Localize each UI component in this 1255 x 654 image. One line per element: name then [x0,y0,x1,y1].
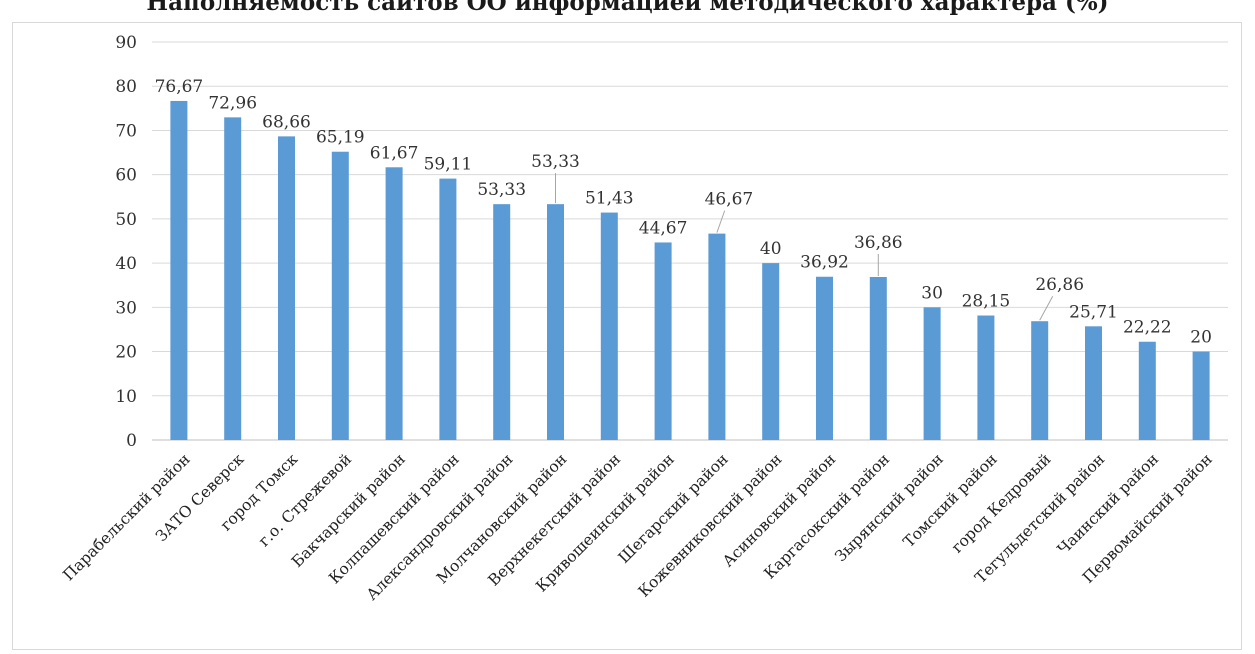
bar [654,242,672,440]
bar [600,212,618,440]
data-label: 36,86 [854,233,903,253]
bar [547,204,564,440]
data-label: 59,11 [424,155,473,175]
x-tick-label: город Кедровый [948,450,1054,556]
leader-line [1039,295,1054,321]
data-label: 44,67 [639,218,688,238]
bar [1085,326,1102,440]
y-tick-label: 40 [115,254,137,274]
bar [816,276,833,440]
data-label: 25,71 [1069,302,1118,322]
bar [1031,321,1049,440]
y-tick-label: 10 [115,387,137,407]
bar [977,315,995,440]
y-tick-label: 30 [115,298,137,318]
y-tick-label: 60 [115,166,137,186]
bar [385,167,403,440]
data-label: 53,33 [531,152,580,172]
y-tick-label: 50 [115,210,137,230]
data-label: 28,15 [962,292,1011,312]
x-tick-label: Томский район [900,450,1001,551]
data-label: 76,67 [155,77,204,97]
leader-lines [555,173,1054,321]
data-label: 36,92 [800,253,849,273]
data-label: 40 [760,239,782,259]
bar [1138,341,1156,440]
bar [762,263,780,440]
bar [170,100,188,441]
y-axis: 0 10 20 30 40 50 60 70 80 90 [115,33,137,451]
bar [224,117,242,440]
bar [331,151,349,440]
data-label: 22,22 [1123,318,1172,338]
y-tick-label: 20 [115,343,137,363]
y-tick-label: 90 [115,33,137,53]
x-tick-label: Чаинский район [1054,450,1162,558]
bar [869,276,887,440]
bar [1192,351,1210,440]
bar [493,204,511,440]
data-label: 46,67 [705,190,754,210]
data-label: 30 [921,283,943,303]
data-label: 20 [1190,328,1212,348]
data-label: 65,19 [316,128,365,148]
bar [278,136,295,440]
leader-line [716,210,726,233]
data-label: 68,66 [262,112,311,132]
data-label: 61,67 [370,143,419,163]
data-label: 72,96 [208,93,257,113]
data-label: 26,86 [1035,275,1084,295]
gridlines [152,41,1228,441]
data-labels: 76,6772,9668,6665,1961,6759,1153,3353,33… [155,77,1212,348]
y-tick-label: 0 [126,431,137,451]
chart-title: Наполняемость сайтов ОО информацией мето… [146,0,1109,16]
data-label: 51,43 [585,189,634,209]
bar [708,233,726,440]
bars [170,100,1210,441]
y-tick-label: 70 [115,121,137,141]
x-tick-label: г.о. Стрежевой [255,450,355,550]
data-label: 53,33 [477,180,526,200]
y-tick-label: 80 [115,77,137,97]
bar [439,178,457,440]
bar [923,307,941,440]
